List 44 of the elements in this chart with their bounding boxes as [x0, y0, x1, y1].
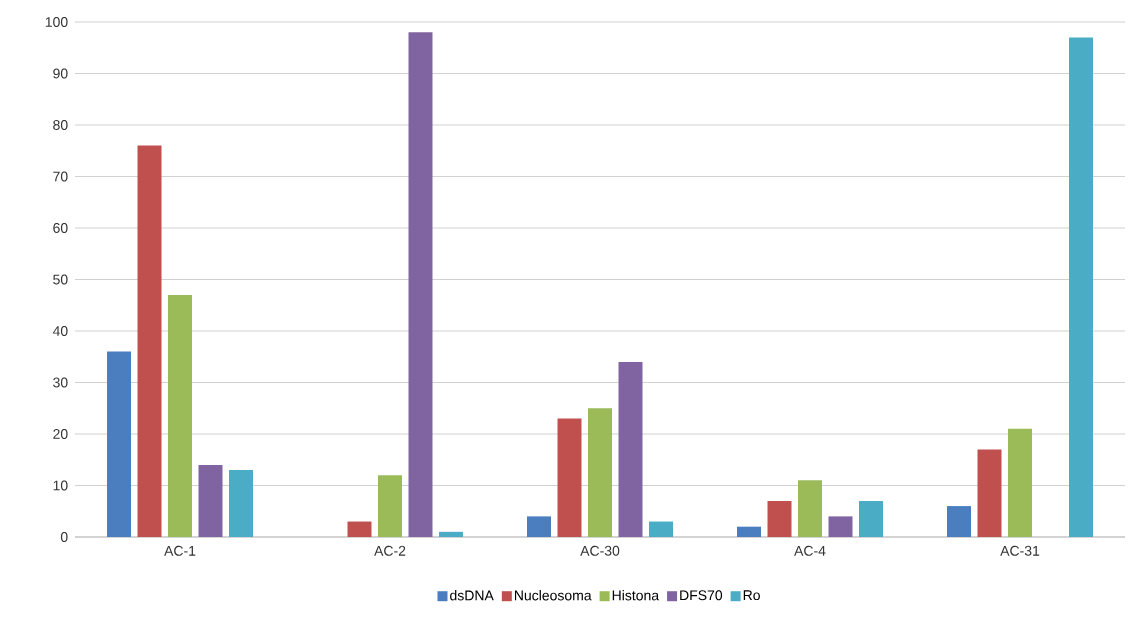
bar: [557, 418, 582, 537]
legend-label: DFS70: [680, 590, 723, 601]
y-tick-label: 0: [60, 532, 68, 542]
bar: [347, 521, 372, 537]
x-tick-label: AC-1: [164, 545, 196, 556]
legend-label: Histona: [612, 590, 660, 601]
bar: [408, 32, 433, 537]
y-tick-label: 100: [45, 17, 68, 27]
y-tick-label: 20: [53, 429, 68, 439]
bar: [198, 464, 223, 537]
x-tick-label: AC-31: [1000, 545, 1040, 556]
bar: [618, 361, 643, 537]
y-tick-label: 50: [53, 274, 68, 285]
y-tick-label: 90: [53, 68, 68, 79]
legend-label: Nucleosoma: [514, 590, 592, 601]
bar: [439, 531, 464, 537]
bar: [947, 506, 971, 537]
bar: [378, 475, 403, 537]
bar: [977, 449, 1002, 537]
y-tick-label: 60: [53, 223, 68, 233]
bar: [737, 526, 761, 537]
bar: [798, 480, 822, 537]
bar: [828, 516, 853, 537]
x-tick-label: AC-30: [580, 545, 620, 556]
bar: [229, 470, 254, 537]
x-tick-label: AC-2: [374, 545, 406, 556]
bar: [527, 516, 552, 537]
y-tick-label: 70: [53, 171, 68, 182]
legend-label: Ro: [743, 590, 760, 601]
bar: [137, 145, 162, 537]
bar: [588, 408, 612, 537]
bar: [1069, 37, 1093, 537]
bar: [1008, 428, 1032, 537]
bar: [767, 500, 792, 537]
legend-label: dsDNA: [450, 590, 494, 601]
y-tick-label: 10: [53, 480, 68, 491]
y-tick-label: 80: [53, 120, 68, 130]
bar: [859, 500, 884, 537]
y-tick-label: 40: [52, 326, 68, 336]
y-tick-label: 30: [53, 377, 68, 388]
x-tick-label: AC-4: [794, 545, 826, 556]
bar: [649, 521, 674, 537]
bar: [168, 294, 193, 537]
bar: [107, 351, 132, 537]
